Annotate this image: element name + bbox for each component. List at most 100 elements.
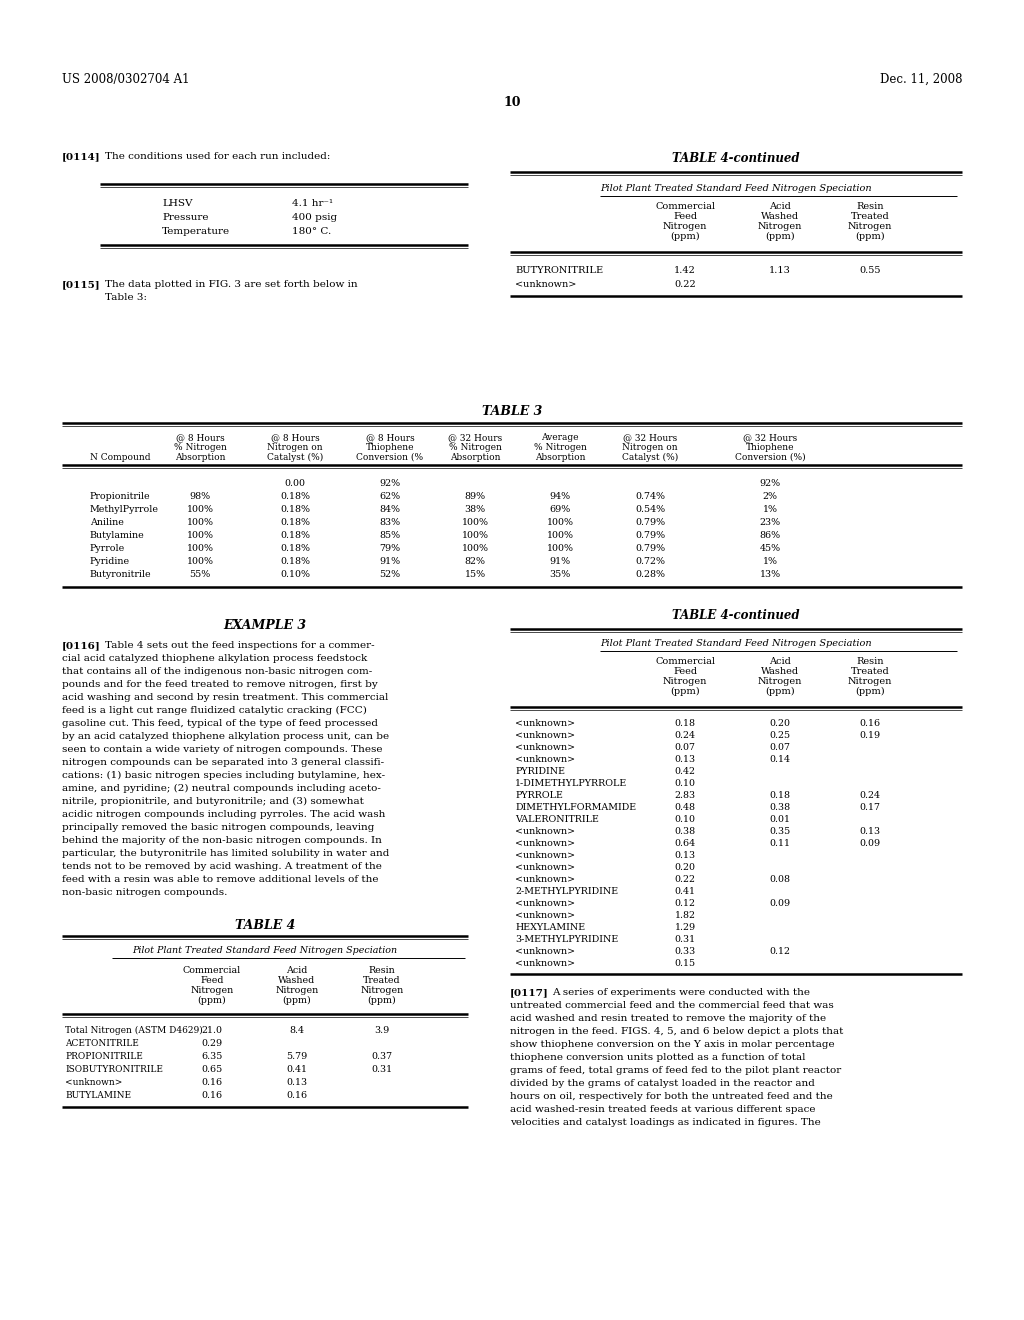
Text: Nitrogen: Nitrogen: [848, 222, 892, 231]
Text: 0.18: 0.18: [675, 719, 695, 729]
Text: PYRIDINE: PYRIDINE: [515, 767, 565, 776]
Text: @ 32 Hours: @ 32 Hours: [447, 433, 502, 442]
Text: Nitrogen: Nitrogen: [663, 677, 708, 686]
Text: Washed: Washed: [761, 213, 799, 220]
Text: 0.41: 0.41: [287, 1065, 307, 1074]
Text: acidic nitrogen compounds including pyrroles. The acid wash: acidic nitrogen compounds including pyrr…: [62, 810, 385, 818]
Text: 55%: 55%: [189, 570, 211, 579]
Text: pounds and for the feed treated to remove nitrogen, first by: pounds and for the feed treated to remov…: [62, 680, 378, 689]
Text: 0.79%: 0.79%: [635, 544, 665, 553]
Text: 0.18%: 0.18%: [280, 544, 310, 553]
Text: 0.33: 0.33: [675, 946, 695, 956]
Text: 3.9: 3.9: [375, 1026, 389, 1035]
Text: @ 32 Hours: @ 32 Hours: [742, 433, 797, 442]
Text: PYRROLE: PYRROLE: [515, 791, 563, 800]
Text: Feed: Feed: [673, 213, 697, 220]
Text: 13%: 13%: [760, 570, 780, 579]
Text: Average: Average: [542, 433, 579, 442]
Text: 1%: 1%: [763, 557, 777, 566]
Text: that contains all of the indigenous non-basic nitrogen com-: that contains all of the indigenous non-…: [62, 667, 373, 676]
Text: Nitrogen on: Nitrogen on: [623, 444, 678, 451]
Text: % Nitrogen: % Nitrogen: [449, 444, 502, 451]
Text: 0.13: 0.13: [287, 1078, 307, 1086]
Text: (ppm): (ppm): [670, 232, 699, 242]
Text: tends not to be removed by acid washing. A treatment of the: tends not to be removed by acid washing.…: [62, 862, 382, 871]
Text: Catalyst (%): Catalyst (%): [622, 453, 678, 462]
Text: (ppm): (ppm): [198, 997, 226, 1005]
Text: 0.16: 0.16: [859, 719, 881, 729]
Text: 1-DIMETHYLPYRROLE: 1-DIMETHYLPYRROLE: [515, 779, 628, 788]
Text: <unknown>: <unknown>: [515, 946, 575, 956]
Text: 1.13: 1.13: [769, 267, 791, 275]
Text: 0.54%: 0.54%: [635, 506, 665, 513]
Text: 0.22: 0.22: [675, 875, 695, 884]
Text: 38%: 38%: [465, 506, 485, 513]
Text: 0.18%: 0.18%: [280, 531, 310, 540]
Text: (ppm): (ppm): [765, 686, 795, 696]
Text: Butyronitrile: Butyronitrile: [90, 570, 152, 579]
Text: 35%: 35%: [549, 570, 570, 579]
Text: Catalyst (%): Catalyst (%): [267, 453, 324, 462]
Text: 86%: 86%: [760, 531, 780, 540]
Text: 100%: 100%: [462, 544, 488, 553]
Text: 0.13: 0.13: [859, 828, 881, 836]
Text: 2%: 2%: [763, 492, 777, 502]
Text: 0.18%: 0.18%: [280, 557, 310, 566]
Text: TABLE 3: TABLE 3: [482, 405, 542, 418]
Text: 0.20: 0.20: [769, 719, 791, 729]
Text: Conversion (%): Conversion (%): [734, 453, 805, 462]
Text: <unknown>: <unknown>: [65, 1078, 123, 1086]
Text: 15%: 15%: [465, 570, 485, 579]
Text: 82%: 82%: [465, 557, 485, 566]
Text: <unknown>: <unknown>: [515, 911, 575, 920]
Text: velocities and catalyst loadings as indicated in figures. The: velocities and catalyst loadings as indi…: [510, 1118, 821, 1127]
Text: 1.29: 1.29: [675, 923, 695, 932]
Text: ISOBUTYRONITRILE: ISOBUTYRONITRILE: [65, 1065, 163, 1074]
Text: Commercial: Commercial: [655, 202, 715, 211]
Text: 0.41: 0.41: [675, 887, 695, 896]
Text: Acid: Acid: [769, 657, 791, 667]
Text: Nitrogen: Nitrogen: [663, 222, 708, 231]
Text: Nitrogen: Nitrogen: [848, 677, 892, 686]
Text: Resin: Resin: [856, 657, 884, 667]
Text: 79%: 79%: [380, 544, 400, 553]
Text: Washed: Washed: [279, 975, 315, 985]
Text: 0.65: 0.65: [202, 1065, 222, 1074]
Text: (ppm): (ppm): [855, 686, 885, 696]
Text: 6.35: 6.35: [202, 1052, 222, 1061]
Text: 1.42: 1.42: [674, 267, 696, 275]
Text: Treated: Treated: [364, 975, 400, 985]
Text: VALERONITRILE: VALERONITRILE: [515, 814, 599, 824]
Text: 3-METHYLPYRIDINE: 3-METHYLPYRIDINE: [515, 935, 618, 944]
Text: @ 32 Hours: @ 32 Hours: [623, 433, 677, 442]
Text: untreated commercial feed and the commercial feed that was: untreated commercial feed and the commer…: [510, 1001, 834, 1010]
Text: 0.13: 0.13: [675, 755, 695, 764]
Text: 0.16: 0.16: [202, 1092, 222, 1100]
Text: Table 3:: Table 3:: [105, 293, 147, 302]
Text: 0.64: 0.64: [675, 840, 695, 847]
Text: MethylPyrrole: MethylPyrrole: [90, 506, 159, 513]
Text: Conversion (%: Conversion (%: [356, 453, 424, 462]
Text: 0.25: 0.25: [769, 731, 791, 741]
Text: Temperature: Temperature: [162, 227, 230, 236]
Text: Nitrogen: Nitrogen: [275, 986, 318, 995]
Text: seen to contain a wide variety of nitrogen compounds. These: seen to contain a wide variety of nitrog…: [62, 744, 383, 754]
Text: <unknown>: <unknown>: [515, 960, 575, 968]
Text: 0.19: 0.19: [859, 731, 881, 741]
Text: [0114]: [0114]: [62, 152, 100, 161]
Text: 0.10: 0.10: [675, 814, 695, 824]
Text: 62%: 62%: [380, 492, 400, 502]
Text: 100%: 100%: [186, 544, 213, 553]
Text: Aniline: Aniline: [90, 517, 124, 527]
Text: 0.22: 0.22: [674, 280, 696, 289]
Text: 100%: 100%: [186, 557, 213, 566]
Text: Table 4 sets out the feed inspections for a commer-: Table 4 sets out the feed inspections fo…: [105, 642, 375, 649]
Text: 0.24: 0.24: [859, 791, 881, 800]
Text: 0.18%: 0.18%: [280, 517, 310, 527]
Text: LHSV: LHSV: [162, 199, 193, 209]
Text: TABLE 4: TABLE 4: [234, 919, 295, 932]
Text: <unknown>: <unknown>: [515, 755, 575, 764]
Text: <unknown>: <unknown>: [515, 875, 575, 884]
Text: Dec. 11, 2008: Dec. 11, 2008: [880, 73, 962, 86]
Text: 0.14: 0.14: [769, 755, 791, 764]
